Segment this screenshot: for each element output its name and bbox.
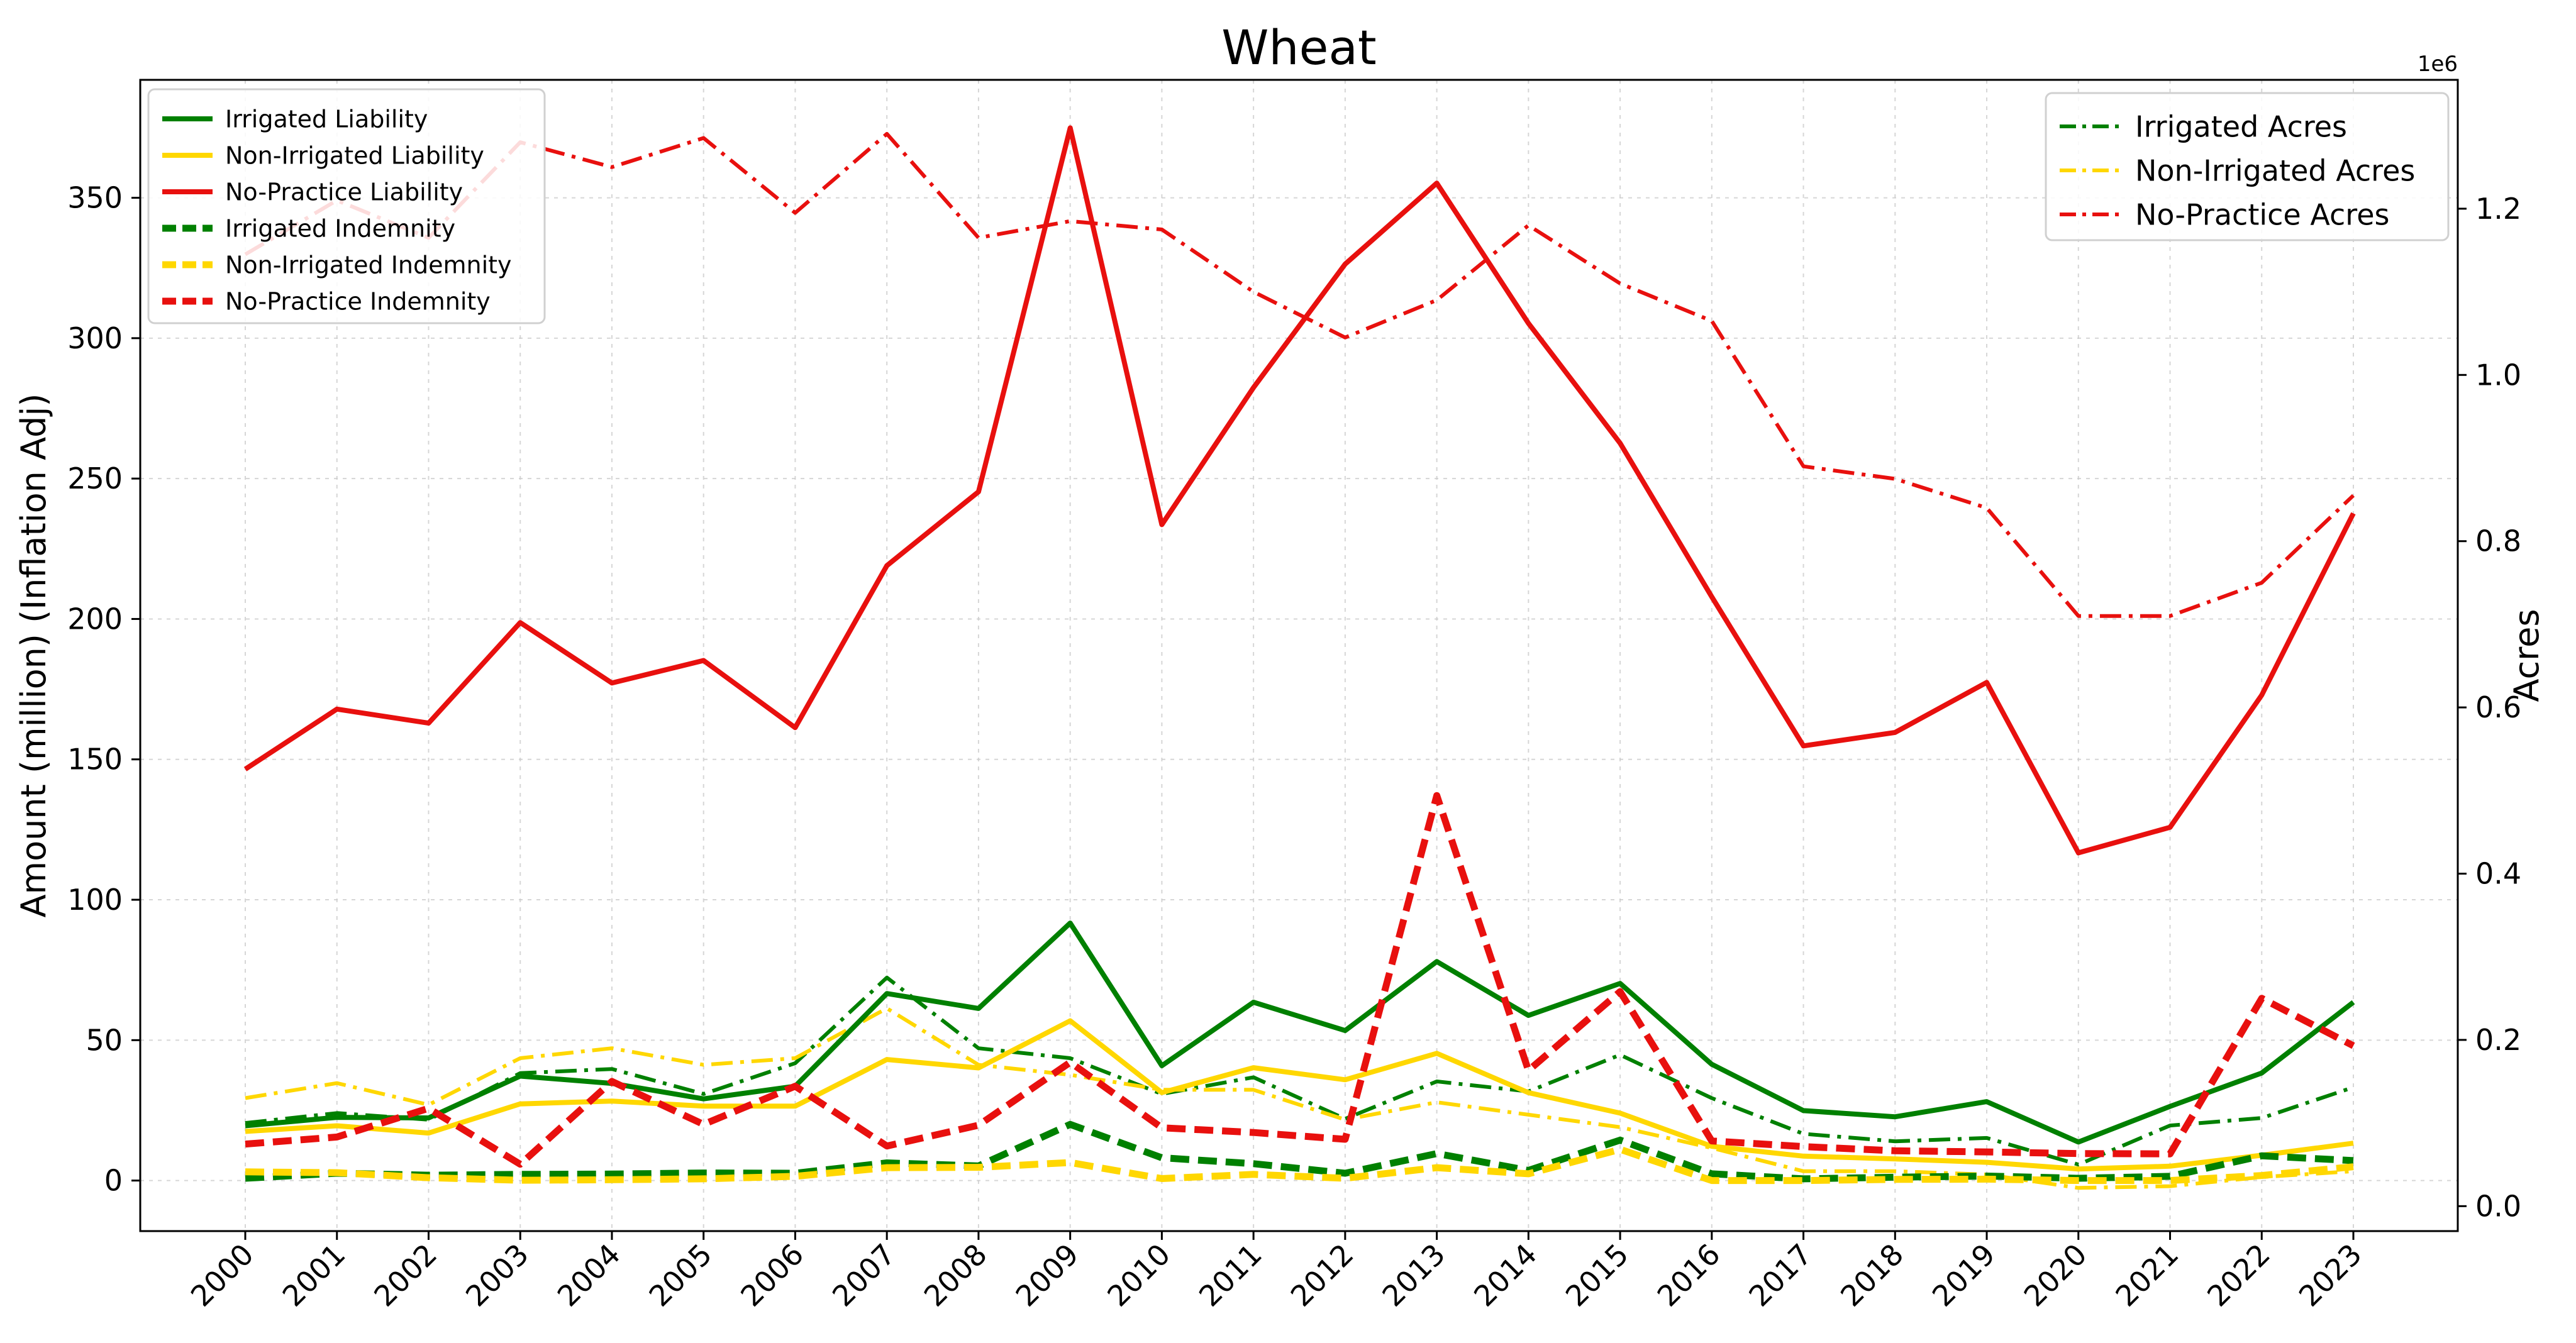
- x-tick-label: 2007: [826, 1237, 902, 1313]
- x-tick-label: 2008: [918, 1237, 994, 1313]
- x-tick-label: 2001: [276, 1237, 352, 1313]
- x-tick-label: 2013: [1375, 1237, 1452, 1313]
- x-tick-label: 2010: [1101, 1237, 1177, 1313]
- y-tick-label: 200: [67, 602, 123, 636]
- x-tick-label: 2012: [1284, 1237, 1360, 1313]
- series-non-irrigated-indemnity-line: [245, 1146, 2354, 1185]
- legend-label: Irrigated Indemnity: [225, 215, 455, 243]
- chart-title: Wheat: [1221, 19, 1376, 75]
- series-no-practice-indemnity-line: [245, 792, 2355, 1168]
- y2-tick-label: 0.4: [2475, 857, 2521, 891]
- legend-label: No-Practice Acres: [2135, 198, 2389, 232]
- x-tick-label: 2014: [1467, 1237, 1543, 1313]
- plot-frame: [139, 79, 2459, 1232]
- y-axis-label: Amount (million) (Inflation Adj): [14, 394, 53, 918]
- y-tick-label: 350: [67, 181, 123, 215]
- series-layer: [243, 125, 2356, 1190]
- legend-left: Irrigated Liability Non-Irrigated Liabili…: [147, 88, 546, 324]
- y2-tick-label: 0.6: [2475, 690, 2521, 724]
- grid-layer: [140, 80, 2458, 1231]
- y2-tick-label: 1.2: [2475, 192, 2521, 226]
- legend-label: No-Practice Indemnity: [225, 288, 491, 316]
- x-tick-label: 2016: [1651, 1237, 1727, 1313]
- legend-frame: [2045, 92, 2450, 241]
- series-irrigated-indemnity-line: [245, 1120, 2354, 1183]
- x-tick-label: 2020: [2018, 1237, 2094, 1313]
- x-tick-label: 2022: [2201, 1237, 2277, 1313]
- x-tick-label: 2021: [2109, 1237, 2185, 1313]
- y2-tick-label: 0.8: [2475, 524, 2521, 558]
- y2-axis-label: Acres: [2507, 609, 2546, 702]
- y-tick-label: 100: [67, 883, 123, 917]
- series-irrigated-liability-line: [245, 920, 2355, 1145]
- series-no-practice-acres-line: [244, 131, 2355, 618]
- series-non-irrigated-liability-line: [245, 1018, 2354, 1172]
- series-irrigated-acres-line: [245, 975, 2354, 1167]
- y2-tick-label: 0.2: [2475, 1023, 2521, 1057]
- x-tick-label: 2018: [1834, 1237, 1910, 1313]
- legend-label: Non-Irrigated Acres: [2135, 154, 2415, 188]
- y-tick-label: 50: [86, 1023, 123, 1057]
- series-no-practice-liability-line: [243, 125, 2356, 856]
- x-tick-label: 2003: [459, 1237, 535, 1313]
- legend-label: No-Practice Liability: [225, 179, 463, 206]
- legend-label: Non-Irrigated Indemnity: [225, 251, 512, 279]
- axes-layer: [139, 79, 2459, 1232]
- y-tick-label: 250: [67, 461, 123, 495]
- x-tick-label: 2006: [734, 1237, 810, 1313]
- x-tick-label: 2002: [367, 1237, 443, 1313]
- legend-label: Irrigated Liability: [225, 106, 428, 133]
- x-tick-label: 2017: [1742, 1237, 1818, 1313]
- y-tick-label: 0: [104, 1164, 123, 1198]
- y-tick-label: 150: [67, 743, 123, 777]
- legend-right: Irrigated Acres Non-Irrigated Acres No-Pra…: [2045, 92, 2450, 241]
- x-tick-label: 2011: [1192, 1237, 1269, 1313]
- x-tick-label: 2015: [1559, 1237, 1635, 1313]
- right-y-axis-ticks: 0.0 0.2 0.4 0.6 0.8 1.0 1.2: [2458, 192, 2521, 1223]
- y2-tick-label: 1.0: [2475, 358, 2521, 392]
- y2-axis-offset-label: 1e6: [2418, 52, 2458, 77]
- x-tick-label: 2023: [2292, 1237, 2368, 1313]
- y-tick-label: 300: [67, 321, 123, 355]
- x-tick-label: 2019: [1926, 1237, 2002, 1313]
- legend-label: Non-Irrigated Liability: [225, 142, 484, 170]
- legend-label: Irrigated Acres: [2135, 110, 2347, 144]
- y2-tick-label: 0.0: [2475, 1189, 2521, 1223]
- x-axis-ticks: 2000 2001 2002 2003 2004 2005 2006 2007 2008 2009…: [184, 1231, 2368, 1313]
- x-tick-label: 2005: [643, 1237, 719, 1313]
- x-tick-label: 2000: [184, 1237, 260, 1313]
- legend-frame: [147, 88, 546, 324]
- x-tick-label: 2004: [551, 1237, 627, 1313]
- x-tick-label: 2009: [1009, 1237, 1085, 1313]
- left-y-axis-ticks: 0 50 100 150 200 250 300 350: [67, 181, 140, 1198]
